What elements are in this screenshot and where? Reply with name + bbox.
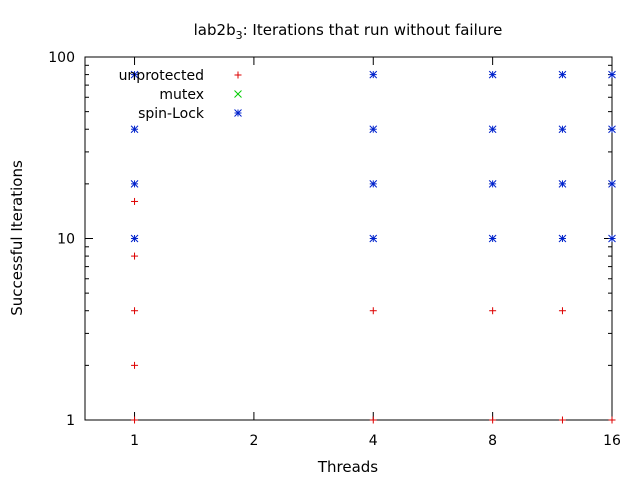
y-tick-label: 1 — [66, 413, 75, 429]
y-tick-label: 100 — [48, 50, 75, 66]
data-point — [369, 234, 378, 243]
data-point — [488, 234, 497, 243]
legend-marker — [234, 90, 242, 98]
x-tick-label: 8 — [488, 433, 497, 449]
data-point — [608, 416, 616, 424]
data-point — [489, 416, 497, 424]
data-point — [558, 70, 567, 79]
legend-marker — [234, 71, 242, 79]
data-point — [558, 125, 567, 134]
data-point — [130, 125, 139, 134]
legend-label: spin-Lock — [138, 106, 205, 122]
plot-area: 1 2 4 8 16 1 10 100 — [48, 50, 621, 449]
chart-title: lab2b3: Iterations that run without fail… — [194, 21, 503, 42]
data-point — [369, 125, 378, 134]
legend-marker — [234, 109, 242, 117]
series-spin-lock — [130, 70, 616, 243]
data-point — [130, 234, 139, 243]
data-point — [558, 307, 566, 315]
y-tick-label: 10 — [57, 232, 75, 248]
x-tick-label: 16 — [603, 433, 621, 449]
x-tick-label: 4 — [369, 433, 378, 449]
x-tick-label: 2 — [249, 433, 258, 449]
legend: unprotected mutex spin-Lock — [119, 68, 242, 122]
data-point — [369, 70, 378, 79]
data-point — [369, 180, 378, 188]
data-point — [488, 125, 497, 134]
data-point — [130, 70, 139, 79]
data-point — [608, 125, 616, 134]
legend-label: unprotected — [119, 68, 204, 84]
data-point — [131, 416, 139, 424]
data-point — [558, 180, 567, 188]
data-point — [131, 197, 139, 205]
data-point — [608, 70, 616, 79]
data-point — [488, 70, 497, 79]
data-point — [488, 180, 497, 188]
data-point — [130, 180, 139, 188]
data-point — [608, 180, 616, 188]
x-axis-label: Threads — [317, 458, 378, 476]
y-axis-label: Successful Iterations — [8, 160, 26, 316]
series-unprotected — [131, 197, 616, 424]
x-tick-label: 1 — [130, 433, 139, 449]
data-point — [558, 416, 566, 424]
data-point — [369, 307, 377, 315]
data-point — [369, 416, 377, 424]
legend-label: mutex — [159, 87, 204, 103]
data-point — [608, 234, 616, 243]
data-point — [489, 307, 497, 315]
data-point — [558, 234, 567, 243]
data-point — [131, 361, 139, 369]
data-point — [131, 307, 139, 315]
data-point — [131, 252, 139, 260]
